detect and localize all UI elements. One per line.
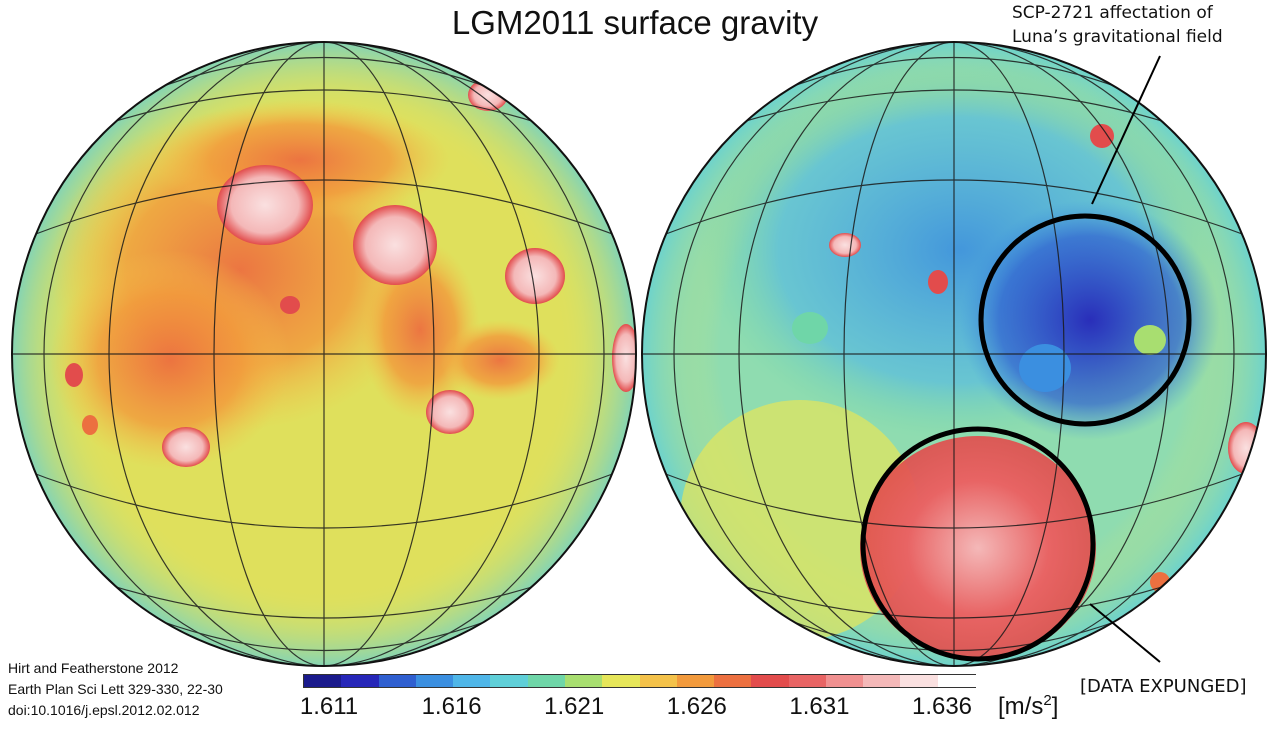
colorbar-segment [415,675,455,687]
colorbar-segment [453,675,492,687]
colorbar-tick-label: 1.636 [911,693,973,720]
citation-line-3: doi:10.1016/j.epsl.2012.02.012 [8,702,200,718]
annotation-leader-lower [1089,603,1161,663]
citation: Hirt and Featherstone 2012 Earth Plan Sc… [8,658,223,721]
colorbar-segment [825,675,865,687]
colorbar-tick-label: 1.616 [421,693,482,720]
map-title: LGM2011 surface gravity [451,4,819,41]
left-hemisphere [12,42,636,666]
annotation-scp: SCP-2721 affectation of Luna’s gravitati… [1012,1,1280,49]
colorbar-segment [564,675,604,687]
colorbar-segment [751,675,790,687]
right-hemisphere-outline [641,41,1267,667]
left-hemisphere-outline [11,41,637,667]
colorbar-segment [714,675,753,687]
colorbar-segment [788,675,827,687]
colorbar-tick-label: 1.621 [544,693,605,720]
annotation-line-2: Luna’s gravitational field [1012,27,1223,47]
citation-line-2: Earth Plan Sci Lett 329-330, 22-30 [8,681,223,697]
colorbar-tick-label: 1.626 [666,693,727,720]
anomaly-circle-lower [860,426,1096,662]
colorbar-segment [863,675,902,687]
annotation-line-1: SCP-2721 affectation of [1012,3,1213,23]
colorbar-segment [900,675,939,687]
annotation-expunged: [DATA EXPUNGED] [1080,676,1247,697]
colorbar-unit: [m/s2] [998,692,1059,720]
colorbar-segment [937,675,976,687]
annotation-leader-upper [1091,55,1161,205]
colorbar-tick-label: 1.631 [789,693,850,720]
colorbar-segment [304,675,343,687]
colorbar-segment [341,675,380,687]
colorbar [303,674,976,688]
colorbar-segment [378,675,417,687]
colorbar-segment [602,675,641,687]
colorbar-segment [527,675,566,687]
unit-exponent: 2 [1043,692,1052,709]
colorbar-segment [639,675,678,687]
graticule-lines [12,42,1266,666]
colorbar-segment [490,675,529,687]
citation-line-1: Hirt and Featherstone 2012 [8,660,179,676]
colorbar-segment [676,675,716,687]
anomaly-circle-upper [978,213,1192,427]
unit-base: m/s [1004,693,1044,720]
colorbar-tick-label: 1.611 [299,693,359,720]
